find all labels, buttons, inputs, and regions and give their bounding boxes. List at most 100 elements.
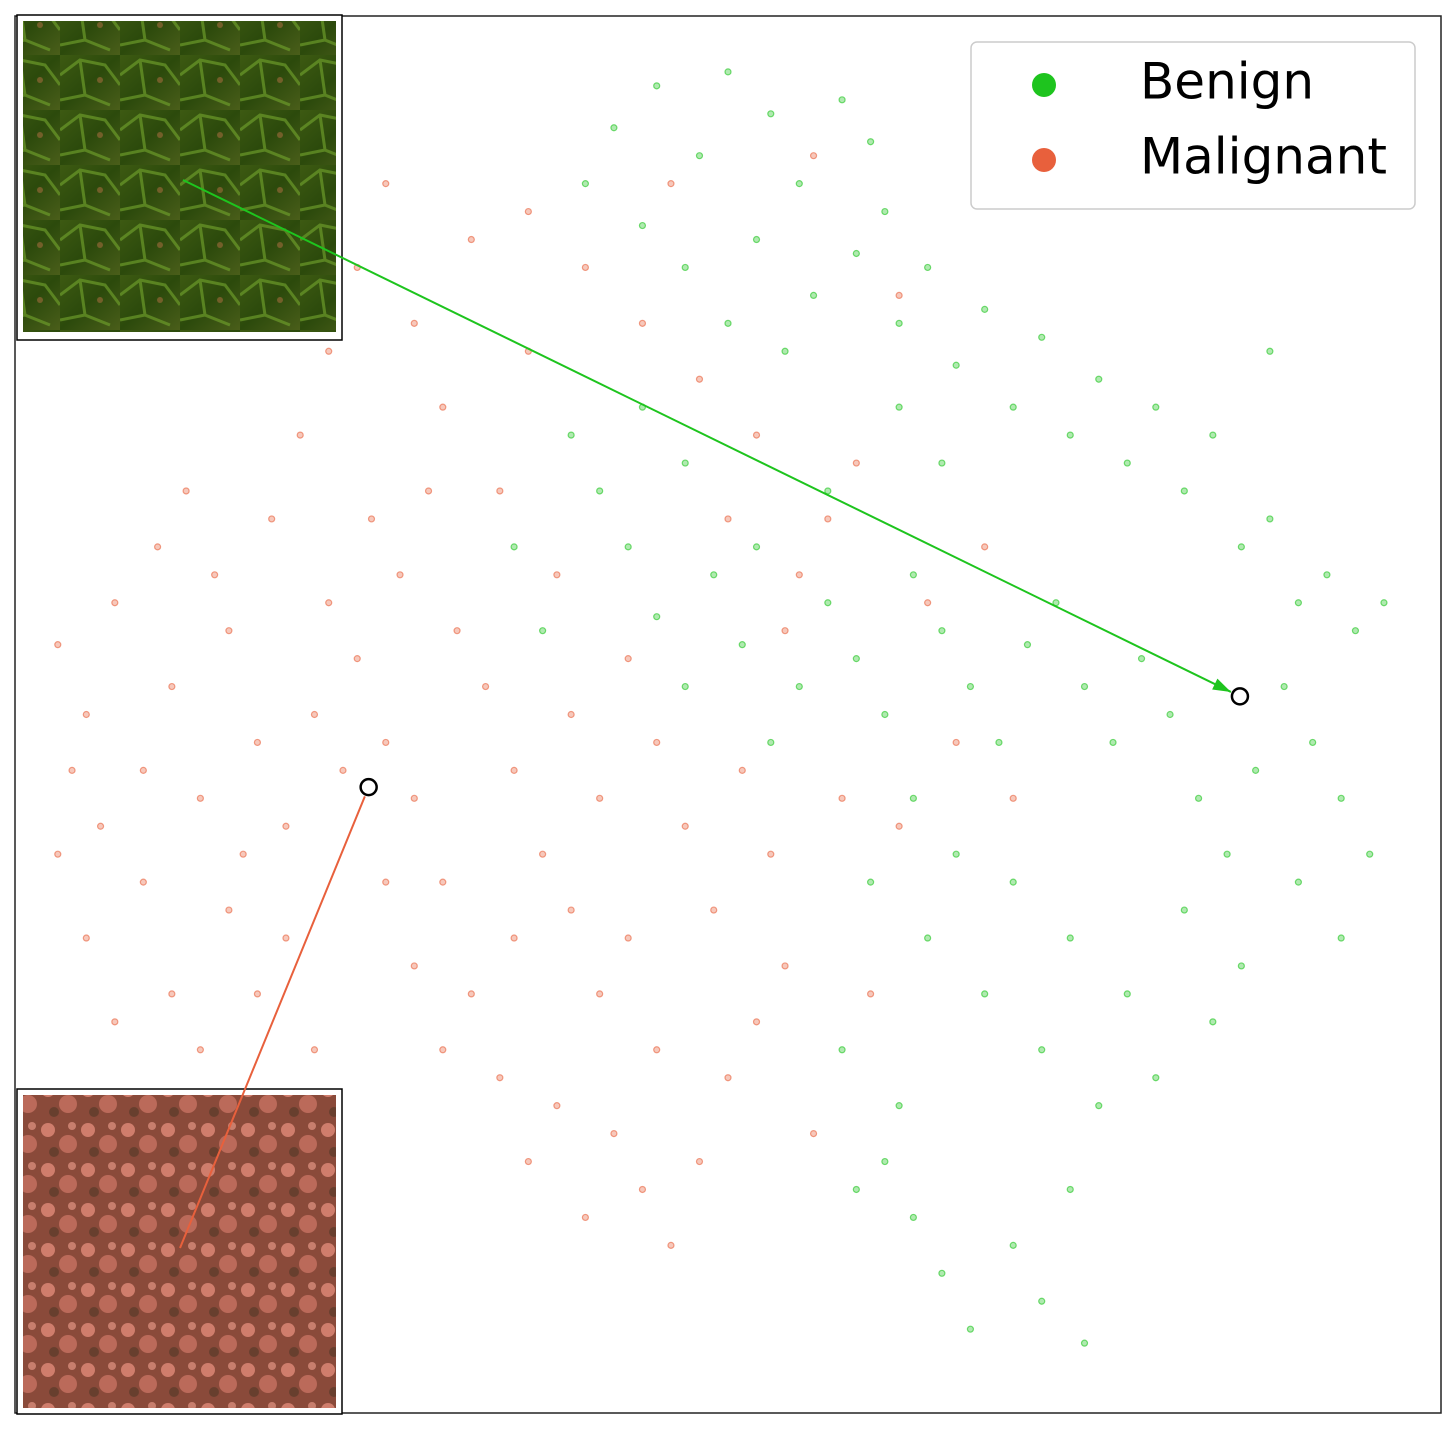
- overlay: [179, 179, 1250, 1249]
- point: [653, 613, 661, 621]
- point: [681, 459, 689, 467]
- point: [966, 682, 975, 691]
- point: [852, 1185, 860, 1194]
- point: [824, 599, 832, 607]
- point: [610, 1129, 618, 1138]
- points: [54, 68, 1388, 1347]
- point: [1137, 655, 1146, 663]
- point: [667, 180, 675, 188]
- point: [710, 906, 718, 914]
- point: [881, 710, 889, 719]
- point: [524, 207, 532, 216]
- point: [1309, 738, 1317, 747]
- point: [895, 403, 903, 411]
- point: [695, 375, 704, 383]
- point: [681, 822, 689, 830]
- point: [695, 1157, 704, 1166]
- point: [938, 1269, 946, 1277]
- point: [995, 738, 1003, 747]
- point: [410, 319, 418, 327]
- point: [82, 710, 90, 719]
- point: [809, 152, 818, 160]
- point: [924, 934, 932, 942]
- point: [1237, 543, 1245, 551]
- point: [895, 319, 903, 327]
- arrow: [179, 796, 366, 1249]
- point: [852, 249, 860, 258]
- point: [1252, 766, 1260, 774]
- point: [196, 794, 204, 802]
- point: [767, 738, 775, 747]
- point: [382, 878, 390, 886]
- point: [154, 543, 162, 551]
- point: [1080, 682, 1089, 691]
- point: [1194, 794, 1203, 802]
- highlight-point: [359, 777, 378, 797]
- point: [1209, 431, 1217, 439]
- point: [938, 459, 946, 467]
- point: [895, 291, 903, 299]
- point: [952, 361, 960, 369]
- point: [781, 962, 789, 970]
- point: [866, 878, 875, 886]
- point: [824, 515, 832, 523]
- point: [168, 990, 176, 998]
- point: [581, 180, 590, 188]
- point: [638, 1185, 647, 1194]
- point: [581, 263, 590, 272]
- point: [439, 878, 447, 886]
- point: [1009, 794, 1017, 802]
- point: [325, 599, 333, 607]
- point: [938, 627, 946, 635]
- point: [68, 766, 76, 774]
- point: [838, 794, 846, 802]
- point: [1066, 431, 1074, 439]
- point: [82, 934, 90, 942]
- inset-image: [23, 1095, 336, 1408]
- point: [510, 543, 518, 551]
- point: [795, 180, 803, 188]
- point: [866, 990, 875, 998]
- point: [909, 1213, 917, 1222]
- point: [111, 599, 119, 607]
- point: [1280, 682, 1288, 691]
- point: [1380, 599, 1388, 607]
- point: [96, 822, 105, 830]
- point: [1009, 1241, 1017, 1249]
- point: [367, 515, 376, 523]
- point: [396, 571, 404, 579]
- point: [1209, 1018, 1217, 1026]
- point: [168, 682, 176, 691]
- point: [539, 627, 547, 635]
- point: [838, 96, 846, 104]
- point: [553, 1102, 561, 1110]
- point: [852, 655, 860, 663]
- point: [268, 515, 276, 523]
- point: [895, 822, 903, 830]
- point: [610, 124, 618, 132]
- point: [795, 571, 803, 579]
- point: [1095, 1102, 1103, 1110]
- point: [624, 543, 632, 551]
- point: [924, 599, 932, 607]
- point: [1180, 906, 1188, 914]
- point: [724, 515, 732, 523]
- point: [952, 738, 960, 747]
- point: [981, 990, 989, 998]
- point: [981, 305, 989, 313]
- point: [667, 1241, 675, 1249]
- point: [567, 710, 575, 719]
- legend-marker: [1032, 148, 1056, 172]
- point: [1123, 990, 1131, 998]
- point: [838, 1046, 846, 1054]
- point: [111, 1018, 119, 1026]
- point: [581, 1213, 590, 1222]
- point: [795, 682, 803, 691]
- point: [1266, 515, 1274, 523]
- point: [539, 850, 547, 858]
- inset-image: [23, 21, 336, 332]
- point: [1266, 347, 1274, 355]
- point: [424, 487, 433, 495]
- legend-label: Malignant: [1140, 128, 1387, 186]
